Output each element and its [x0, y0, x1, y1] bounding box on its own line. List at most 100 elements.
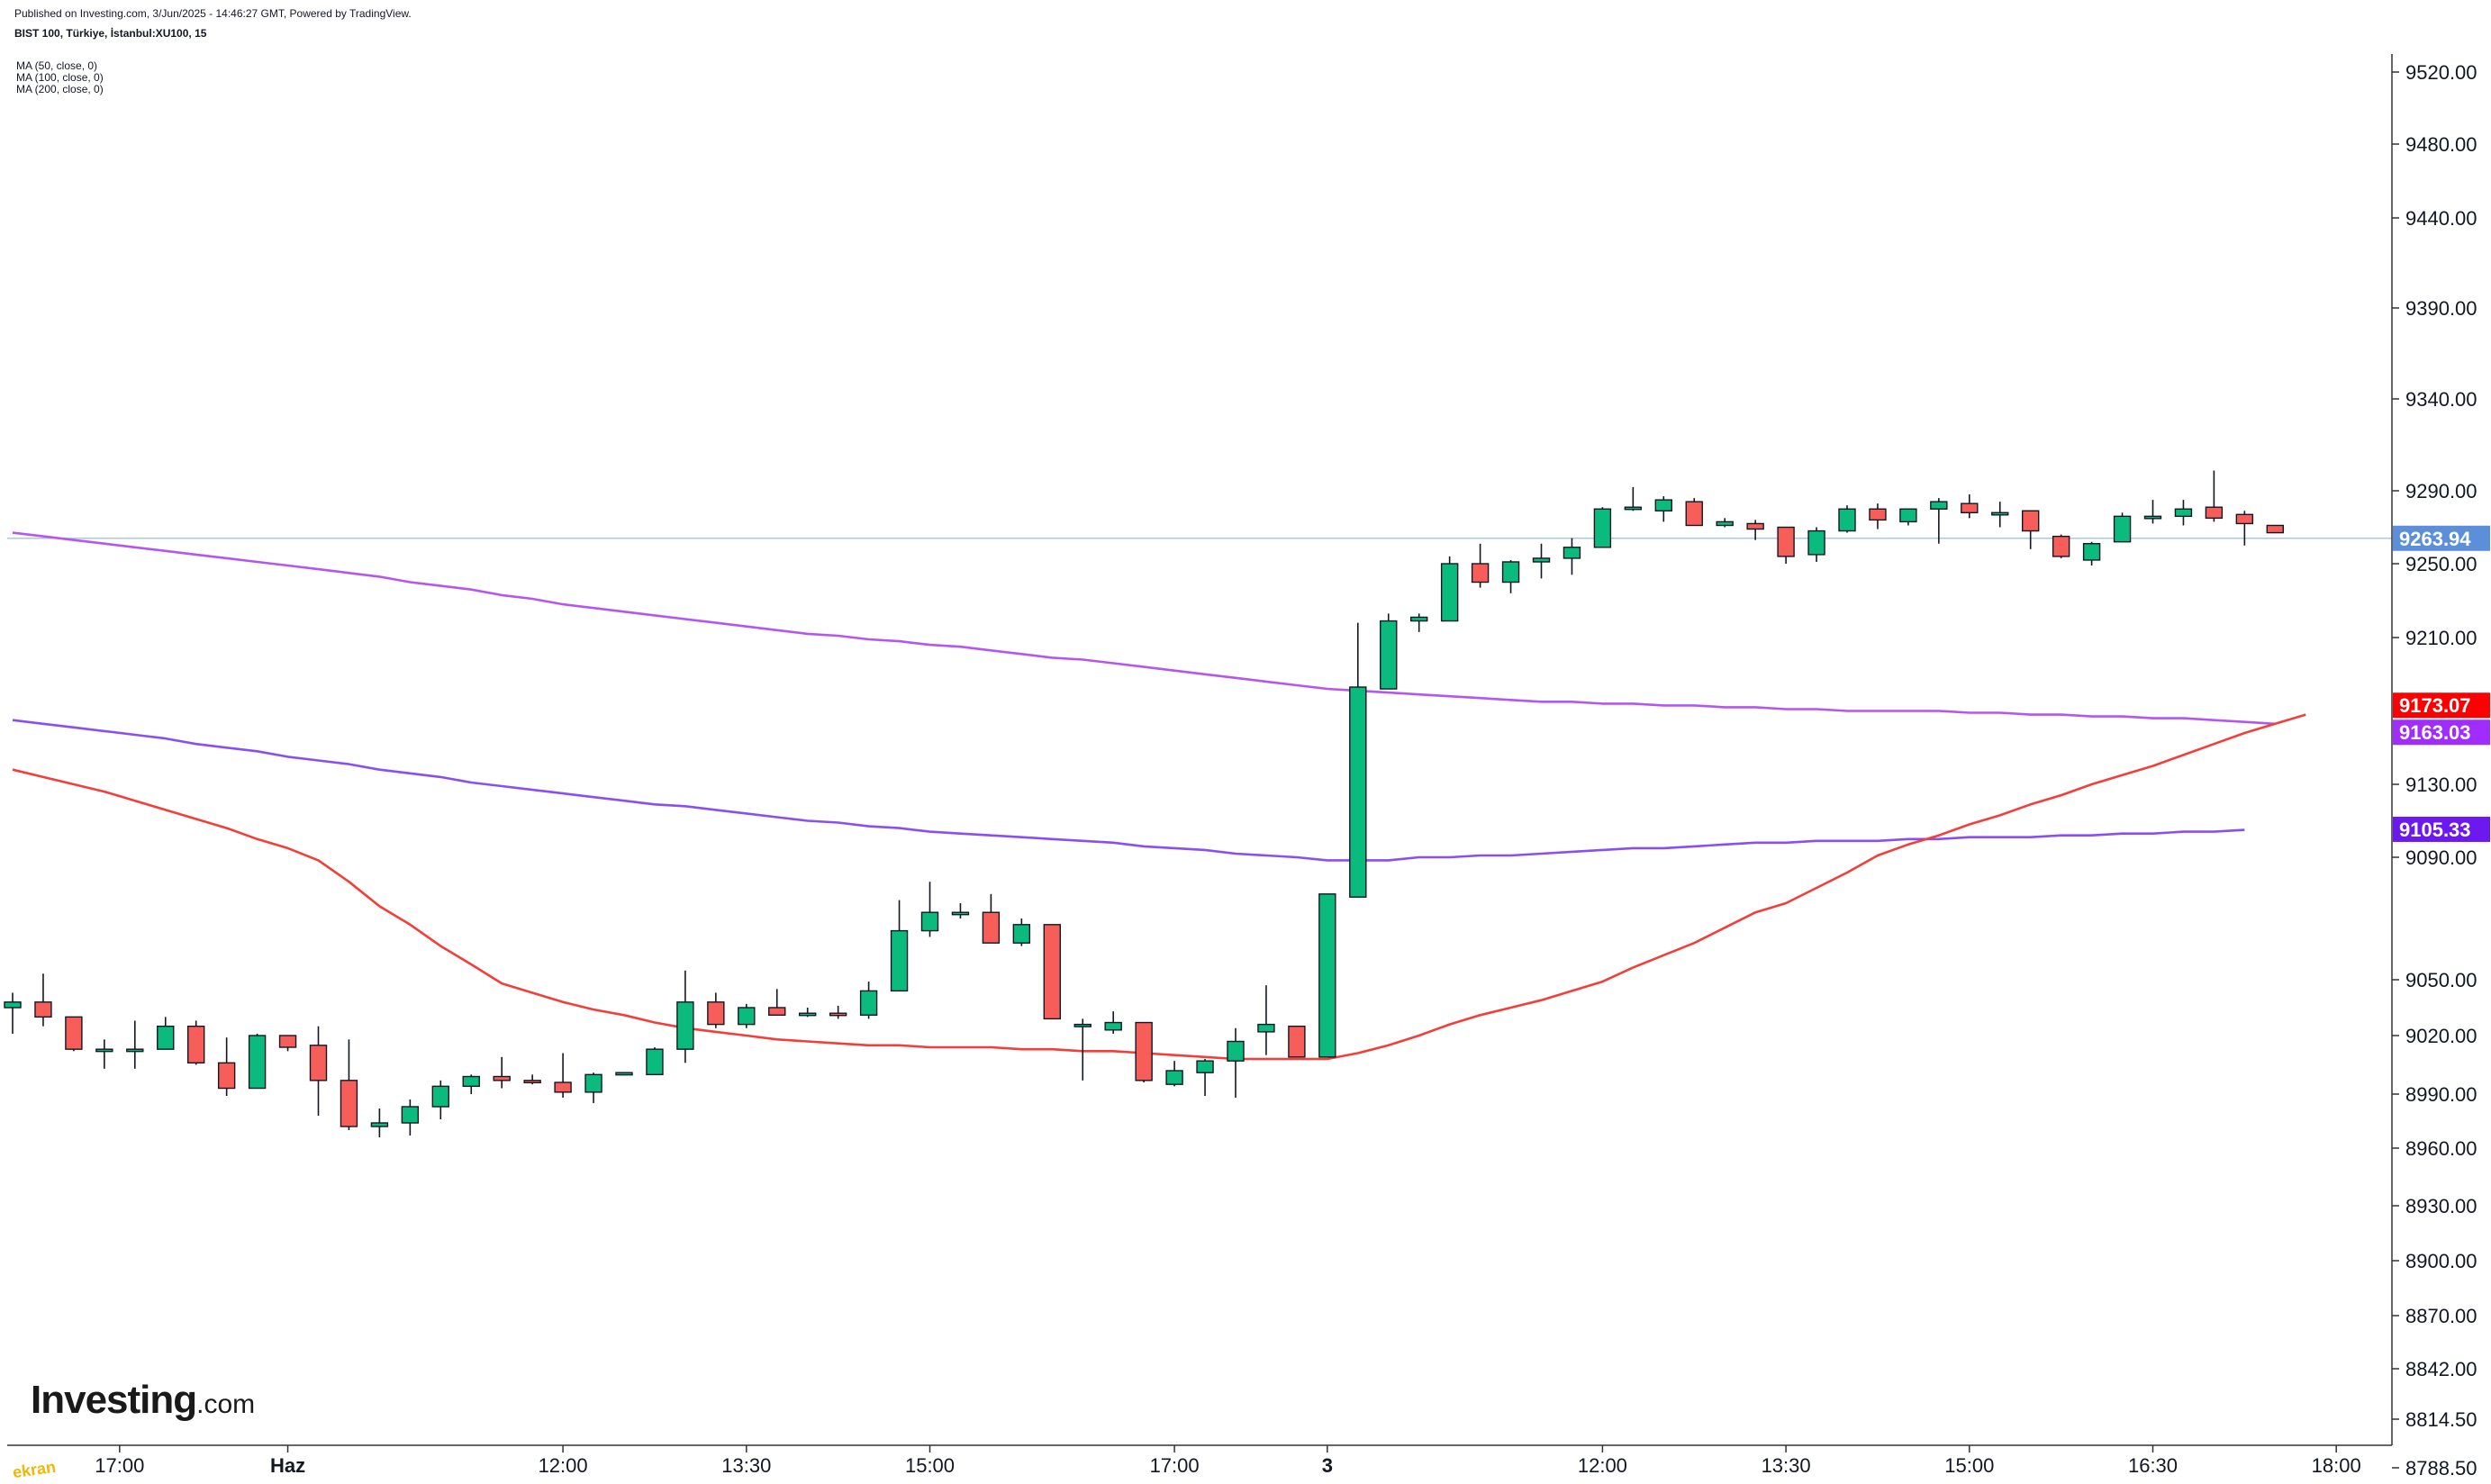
candle: [799, 1008, 817, 1018]
candle-body: [1227, 1040, 1245, 1062]
candle: [584, 1072, 602, 1103]
candle-body: [1501, 561, 1520, 584]
candle: [95, 1039, 113, 1069]
price-tick-label: 8960.00: [2405, 1137, 2477, 1160]
ma100-legend[interactable]: MA (100, close, 0): [16, 71, 104, 84]
candle: [951, 903, 970, 918]
candle: [217, 1037, 236, 1096]
candle: [554, 1053, 572, 1098]
candle-body: [309, 1045, 328, 1081]
candle-body: [1349, 686, 1367, 898]
candle-body: [431, 1085, 449, 1108]
time-tick-label: 15:00: [1944, 1454, 1994, 1477]
candle: [1227, 1027, 1245, 1098]
candle-body: [1043, 924, 1062, 1020]
candle-body: [2143, 515, 2162, 520]
candle-body: [1654, 499, 1673, 511]
candle: [920, 882, 939, 937]
candle-body: [829, 1012, 847, 1017]
candle-body: [126, 1048, 144, 1053]
candle-body: [1012, 924, 1031, 944]
candle: [1257, 985, 1275, 1055]
candle-body: [646, 1048, 664, 1076]
price-tick-label: 8814.50: [2405, 1408, 2477, 1431]
candle: [1716, 518, 1734, 528]
candle-body: [1961, 502, 1979, 513]
candle: [1196, 1059, 1214, 1096]
candle: [34, 973, 52, 1027]
candle-body: [676, 1001, 694, 1050]
candle-body: [920, 911, 939, 932]
price-tick-label: 9480.00: [2405, 133, 2477, 156]
candle-body: [1869, 508, 1887, 521]
ma50-line: [12, 713, 2306, 1061]
time-axis: 17:00 Haz 12:00 13:30 15:00 17:00 3 12:00 13:30 1…: [7, 1444, 2392, 1477]
candle-body: [1563, 547, 1581, 559]
candle: [1043, 924, 1062, 1020]
candle: [1899, 508, 1917, 526]
candle-body: [1777, 526, 1795, 557]
candle: [2235, 511, 2254, 546]
price-tick-label: 9210.00: [2405, 627, 2477, 649]
investing-logo: Investing.com: [31, 1378, 255, 1423]
candle: [1380, 613, 1398, 690]
candle-body: [217, 1062, 236, 1090]
candle: [1501, 559, 1520, 593]
price-tick-label: 9050.00: [2405, 969, 2477, 991]
candle: [1593, 507, 1612, 548]
last-price-label-bg: [2393, 525, 2490, 551]
candle: [1532, 543, 1551, 579]
candle: [1165, 1061, 1183, 1087]
candle-body: [1471, 563, 1490, 584]
price-tick-label: 9130.00: [2405, 774, 2477, 796]
time-tick-label: 12:00: [1578, 1454, 1627, 1477]
candle-body: [1073, 1023, 1092, 1027]
moving-average-layer: [12, 531, 2306, 1061]
ma50-legend[interactable]: MA (50, close, 0): [16, 59, 98, 72]
price-tick-label: 9020.00: [2405, 1025, 2477, 1047]
candle: [615, 1072, 633, 1076]
candle: [1012, 918, 1031, 946]
candle-body: [1104, 1021, 1122, 1031]
candle: [65, 1016, 83, 1052]
candle: [157, 1017, 175, 1050]
candle-body: [859, 990, 878, 1016]
candle: [431, 1080, 449, 1119]
candle-body: [1807, 529, 1825, 556]
candle: [1563, 538, 1581, 575]
candle-body: [1196, 1060, 1214, 1073]
candle-body: [1685, 501, 1703, 527]
time-tick-label: 18:00: [2312, 1454, 2361, 1477]
candle: [1807, 527, 1825, 562]
candle-body: [951, 911, 970, 916]
candle-body: [1380, 620, 1398, 690]
candle-body: [4, 1001, 22, 1009]
candle-body: [1165, 1070, 1183, 1085]
candle: [1288, 1025, 1306, 1058]
price-tick-label: 9250.00: [2405, 553, 2477, 575]
candle: [2021, 510, 2040, 549]
candle: [462, 1074, 480, 1094]
candle-body: [462, 1075, 480, 1088]
candle-body: [707, 1001, 725, 1026]
price-tick-label: 9090.00: [2405, 846, 2477, 869]
time-tick-label: Haz: [270, 1454, 305, 1477]
candle: [1746, 520, 1764, 540]
logo-tld: .com: [196, 1389, 256, 1419]
candle-body: [1318, 893, 1336, 1058]
price-tick-label: 8990.00: [2405, 1083, 2477, 1106]
candle-body: [1930, 501, 1948, 510]
candle-body: [2082, 543, 2101, 561]
candle-body: [157, 1025, 175, 1050]
ma50-value-label: 9173.07: [2399, 694, 2471, 717]
candle-body: [584, 1073, 602, 1093]
ma200-legend[interactable]: MA (200, close, 0): [16, 83, 104, 95]
candle: [1073, 1018, 1092, 1081]
time-tick-label: 3: [1322, 1454, 1333, 1477]
candle-body: [799, 1012, 817, 1017]
candle-body: [1440, 563, 1459, 622]
candle: [829, 1005, 847, 1019]
price-tick-label: 8842.00: [2405, 1358, 2477, 1380]
candle: [1838, 505, 1856, 533]
